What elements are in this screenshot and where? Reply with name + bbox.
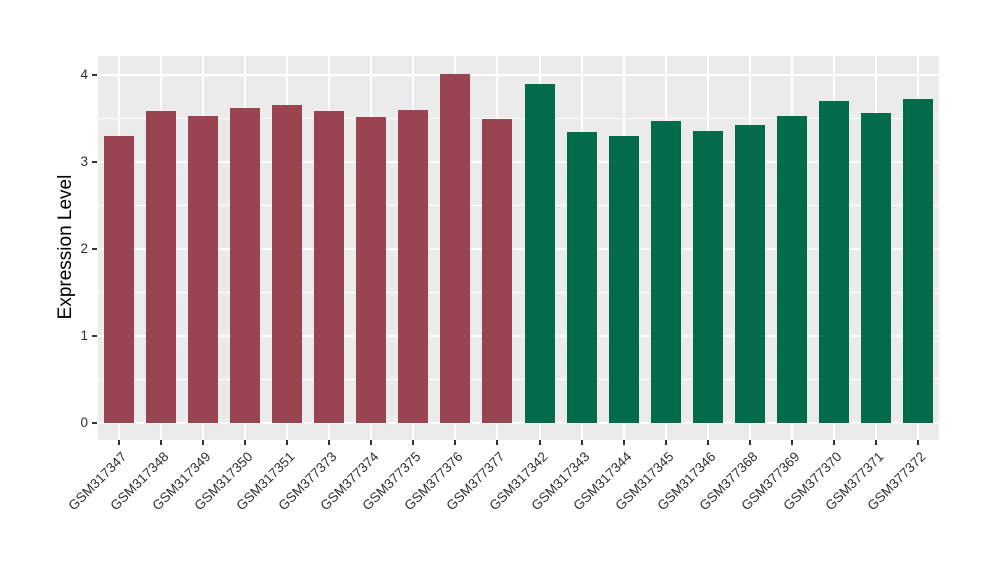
y-tick-label: 2: [80, 241, 88, 256]
bar-GSM317342: [524, 83, 555, 423]
y-tick-mark: [92, 422, 97, 424]
bar-GSM317351: [272, 105, 303, 423]
x-tick-mark: [874, 440, 877, 445]
y-tick-mark: [92, 161, 97, 163]
x-tick-mark: [160, 440, 163, 445]
x-tick-mark: [832, 440, 835, 445]
gridline-major: [98, 335, 939, 337]
x-tick-mark: [454, 440, 457, 445]
y-tick-label: 3: [80, 154, 88, 169]
y-tick-mark: [92, 248, 97, 250]
bar-GSM317344: [608, 135, 639, 423]
bar-GSM377371: [860, 113, 891, 423]
bar-GSM317343: [566, 131, 597, 423]
bar-GSM377370: [818, 101, 849, 423]
bar-GSM377372: [902, 99, 933, 423]
bar-GSM377374: [356, 116, 387, 423]
gridline-minor: [98, 379, 939, 380]
x-tick-mark: [412, 440, 415, 445]
y-tick-label: 1: [80, 328, 88, 343]
bar-GSM377377: [482, 119, 513, 423]
x-tick-mark: [202, 440, 205, 445]
y-tick-mark: [92, 74, 97, 76]
y-tick-label: 0: [80, 415, 88, 430]
bar-GSM377373: [314, 110, 345, 423]
x-tick-mark: [916, 440, 919, 445]
bar-GSM377368: [734, 125, 765, 423]
y-tick-label: 4: [80, 67, 88, 82]
bar-GSM317346: [692, 130, 723, 423]
plot-panel: [98, 56, 939, 440]
x-tick-mark: [118, 440, 121, 445]
bar-GSM317347: [104, 135, 135, 423]
bar-GSM317350: [230, 108, 261, 423]
gridline-major: [98, 422, 939, 424]
bar-GSM317345: [650, 121, 681, 423]
x-tick-mark: [538, 440, 541, 445]
y-axis-title: Expression Level: [55, 174, 76, 320]
x-tick-mark: [580, 440, 583, 445]
x-tick-mark: [664, 440, 667, 445]
gridline-minor: [98, 205, 939, 206]
bar-GSM377375: [398, 109, 429, 423]
gridline-minor: [98, 292, 939, 293]
x-tick-mark: [244, 440, 247, 445]
gridline-minor: [98, 118, 939, 119]
x-tick-mark: [496, 440, 499, 445]
bar-GSM317349: [188, 115, 219, 423]
gridline-major: [98, 248, 939, 250]
x-tick-mark: [328, 440, 331, 445]
x-tick-mark: [370, 440, 373, 445]
y-tick-mark: [92, 335, 97, 337]
gridline-major: [98, 74, 939, 76]
x-tick-mark: [706, 440, 709, 445]
bar-GSM377369: [776, 115, 807, 423]
x-tick-mark: [790, 440, 793, 445]
bar-GSM317348: [146, 110, 177, 423]
x-tick-mark: [622, 440, 625, 445]
x-tick-mark: [286, 440, 289, 445]
x-tick-mark: [748, 440, 751, 445]
gridline-major: [98, 161, 939, 163]
bar-GSM377376: [440, 74, 471, 423]
